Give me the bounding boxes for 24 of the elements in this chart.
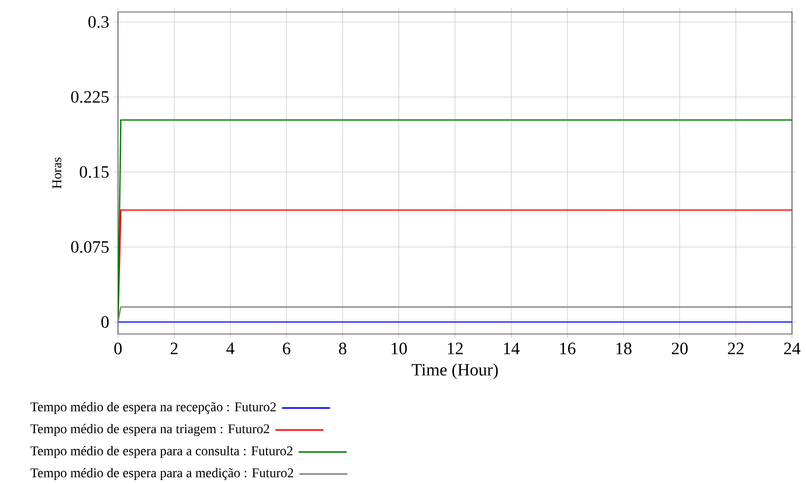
x-tick-label: 6 [282,342,290,354]
legend-label: Tempo médio de espera na recepção : Futuro2 [30,402,276,414]
x-tick-label: 18 [616,342,632,354]
y-tick-label: 0.225 [71,91,109,103]
x-axis-title: Time (Hour) [412,363,498,380]
legend-label: Tempo médio de espera para a consulta : Futuro2 [30,446,292,458]
x-tick-label: 8 [339,342,346,354]
x-tick-label: 20 [672,342,688,354]
y-tick-label: 0 [101,316,109,328]
legend-label: Tempo médio de espera para a medição : Futuro2 [30,468,294,480]
y-tick-label: 0.3 [88,16,109,28]
y-tick-label: 0.075 [71,241,109,253]
x-tick-label: 2 [170,342,178,354]
y-tick-label: 0.15 [80,166,109,178]
y-axis-title: Horas [52,158,62,188]
x-tick-label: 14 [504,342,520,354]
x-tick-label: 16 [560,342,576,354]
x-tick-label: 22 [728,342,744,354]
legend-label: Tempo médio de espera na triagem : Futuro2 [30,424,270,436]
x-tick-label: 24 [784,342,800,354]
x-tick-label: 4 [226,342,234,354]
x-tick-label: 10 [392,342,407,354]
x-tick-label: 0 [114,342,122,354]
x-tick-label: 12 [448,342,463,354]
